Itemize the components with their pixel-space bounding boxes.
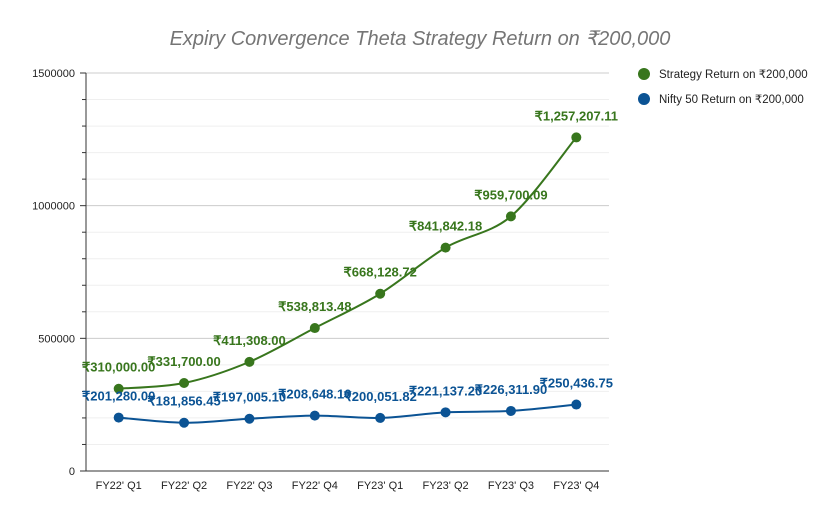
data-label: ₹181,856.45 xyxy=(147,394,220,409)
x-tick-label: FY22' Q1 xyxy=(96,480,142,492)
data-point xyxy=(113,383,124,394)
data-point xyxy=(440,242,451,253)
data-point xyxy=(440,407,451,418)
y-tick-label: 500000 xyxy=(38,333,75,345)
series-line-1 xyxy=(118,136,578,390)
data-label: ₹200,051.82 xyxy=(344,389,417,404)
series-line-2 xyxy=(118,403,577,424)
legend-label: Nifty 50 Return on ₹200,000 xyxy=(659,94,804,106)
data-label: ₹208,648.10 xyxy=(278,387,351,402)
data-point xyxy=(375,412,386,423)
data-label: ₹411,308.00 xyxy=(213,333,286,348)
data-point xyxy=(571,399,582,410)
data-label: ₹197,005.10 xyxy=(213,390,286,405)
data-label: ₹250,436.75 xyxy=(540,376,613,391)
data-label: ₹221,137.20 xyxy=(409,383,482,398)
x-tick-label: FY22' Q2 xyxy=(161,480,207,492)
x-tick-label: FY23' Q4 xyxy=(553,480,599,492)
legend-marker xyxy=(638,93,650,105)
x-tick-label: FY23' Q1 xyxy=(357,480,403,492)
data-point xyxy=(571,132,582,143)
data-point xyxy=(375,288,386,299)
y-tick-label: 1000000 xyxy=(32,201,75,213)
data-label: ₹226,311.90 xyxy=(475,382,548,397)
y-tick-label: 1500000 xyxy=(32,68,75,80)
data-point xyxy=(244,413,255,424)
data-point xyxy=(309,410,320,421)
data-point xyxy=(505,405,516,416)
axes: 0 500000 1000000 1500000 FY22' Q1 FY22' Q2 FY2… xyxy=(32,68,609,492)
x-tick-label: FY23' Q2 xyxy=(423,480,469,492)
data-label: ₹310,000.00 xyxy=(82,360,155,375)
legend: Strategy Return on ₹200,000 Nifty 50 Retu… xyxy=(638,68,808,106)
x-tick-label: FY23' Q3 xyxy=(488,480,534,492)
data-label: ₹841,842.18 xyxy=(409,219,482,234)
chart-title: Expiry Convergence Theta Strategy Return… xyxy=(170,28,671,50)
y-tick-label: 0 xyxy=(69,466,75,478)
data-label: ₹959,700.09 xyxy=(474,187,547,202)
data-label: ₹331,700.00 xyxy=(147,354,220,369)
data-label: ₹668,128.72 xyxy=(344,265,417,280)
data-label: ₹538,813.48 xyxy=(278,299,351,314)
data-point xyxy=(179,417,190,428)
data-point xyxy=(505,211,516,222)
x-tick-label: FY22' Q4 xyxy=(292,480,338,492)
data-label: ₹201,280.00 xyxy=(82,389,155,404)
data-point xyxy=(244,356,255,367)
data-point xyxy=(113,412,124,423)
legend-marker xyxy=(638,68,650,80)
data-label: ₹1,257,207.11 xyxy=(535,108,618,123)
series-layer: ₹310,000.00₹331,700.00 ₹411,308.00 ₹538,81… xyxy=(82,108,618,428)
data-point xyxy=(309,323,320,334)
data-point xyxy=(179,377,190,388)
x-tick-label: FY22' Q3 xyxy=(226,480,272,492)
legend-label: Strategy Return on ₹200,000 xyxy=(659,69,808,81)
